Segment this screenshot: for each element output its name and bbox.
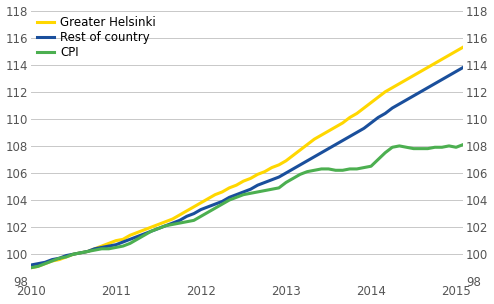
Line: CPI: CPI bbox=[31, 134, 494, 268]
Rest of country bbox=[489, 48, 494, 52]
Rest of country bbox=[28, 263, 34, 267]
Rest of country bbox=[453, 70, 459, 73]
CPI bbox=[283, 181, 289, 184]
Greater Helsinki bbox=[467, 41, 473, 45]
Line: Rest of country: Rest of country bbox=[31, 29, 494, 265]
Greater Helsinki bbox=[141, 228, 147, 232]
Line: Greater Helsinki: Greater Helsinki bbox=[31, 12, 494, 268]
Greater Helsinki bbox=[198, 201, 204, 205]
Greater Helsinki bbox=[489, 29, 494, 33]
Rest of country bbox=[141, 232, 147, 236]
CPI bbox=[467, 140, 473, 144]
Rest of country bbox=[198, 208, 204, 211]
CPI bbox=[28, 266, 34, 270]
Greater Helsinki bbox=[283, 159, 289, 163]
CPI bbox=[453, 145, 459, 149]
Legend: Greater Helsinki, Rest of country, CPI: Greater Helsinki, Rest of country, CPI bbox=[35, 14, 159, 61]
CPI bbox=[198, 215, 204, 218]
Rest of country bbox=[467, 60, 473, 64]
Rest of country bbox=[283, 171, 289, 175]
CPI bbox=[489, 133, 494, 137]
CPI bbox=[141, 233, 147, 237]
Greater Helsinki bbox=[28, 266, 34, 270]
Greater Helsinki bbox=[453, 49, 459, 53]
